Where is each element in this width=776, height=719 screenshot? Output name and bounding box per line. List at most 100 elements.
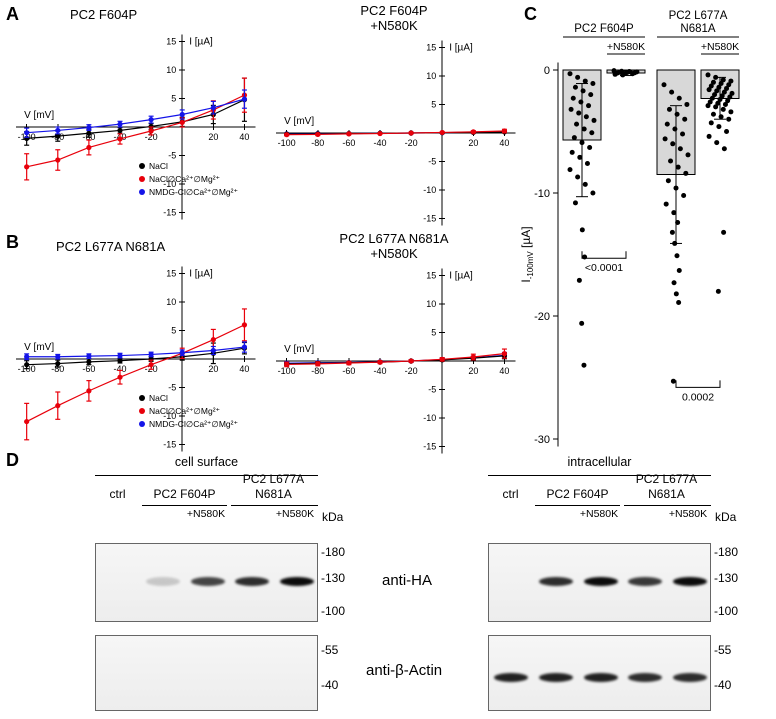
svg-text:-60: -60 <box>342 138 355 148</box>
chart-subtitle-line: +N580K <box>370 18 418 33</box>
wb-band <box>145 577 180 586</box>
y-axis-label: I [µA] <box>189 37 213 48</box>
sub-header-n580k: +N580K <box>701 41 739 53</box>
svg-text:-15: -15 <box>423 213 436 223</box>
wb-band <box>672 577 707 586</box>
svg-text:-5: -5 <box>428 156 436 166</box>
blot-anti-ha <box>95 543 318 622</box>
iv-panel-a-right: PC2 F604P +N580K -100 -80 -60 -40 -20 20 40 -15… <box>268 0 520 237</box>
svg-text:5: 5 <box>171 326 176 336</box>
blot-anti-actin <box>95 635 318 711</box>
kda-label: kDa <box>322 510 344 524</box>
significance-bracket <box>581 251 627 259</box>
svg-text:20: 20 <box>468 138 478 148</box>
svg-text:-5: -5 <box>428 384 436 394</box>
svg-text:10: 10 <box>426 71 436 81</box>
kda-marker: -130 <box>321 571 346 585</box>
wb-band <box>672 673 707 682</box>
svg-text:10: 10 <box>426 299 436 309</box>
lane-label-f604p: PC2 F604P <box>153 487 216 501</box>
svg-text:-15: -15 <box>423 441 436 451</box>
svg-text:-80: -80 <box>51 364 64 374</box>
wb-band <box>628 673 663 682</box>
svg-text:15: 15 <box>166 37 176 47</box>
iv-chart-l677a-n580k: -100 -80 -60 -40 -20 20 40 -15 -10 -5 5 10 15 V [mV] I… <box>268 262 520 465</box>
y-axis-label: I [µA] <box>449 271 473 282</box>
wb-band <box>583 577 618 586</box>
kda-marker: -100 <box>714 604 739 618</box>
panel-label-b: B <box>6 232 19 252</box>
chart-title: PC2 L677A N681A <box>56 239 166 254</box>
wb-band <box>583 673 618 682</box>
svg-text:-40: -40 <box>373 138 386 148</box>
wb-group-intracellular: intracellular ctrl PC2 F604P PC2 L677A N… <box>488 455 758 717</box>
iv-chart-f604p-n580k: -100 -80 -60 -40 -20 20 40 -15 -10 -5 5 10 15 V [mV] I… <box>268 34 520 237</box>
wb-band <box>235 577 270 586</box>
svg-text:-80: -80 <box>311 366 324 376</box>
iv-panel-b-left: PC2 L677A N681A -100 -80 -60 -40 -20 20 40 -15-… <box>8 232 260 463</box>
svg-text:5: 5 <box>431 100 436 110</box>
title-underline <box>488 475 711 476</box>
group-header: PC2 L677A <box>669 10 728 22</box>
lane-group-underline <box>142 505 227 506</box>
y-axis-label: I-100mV [µA] <box>519 226 535 282</box>
x-axis-label: V [mV] <box>24 342 54 353</box>
svg-text:-10: -10 <box>534 188 550 200</box>
wb-band <box>279 577 314 586</box>
blot-anti-ha <box>488 543 711 622</box>
lane-label-l677a-n681a: PC2 L677A N681A <box>229 472 318 502</box>
blot-anti-actin <box>488 635 711 711</box>
svg-text:-20: -20 <box>405 138 418 148</box>
svg-text:10: 10 <box>166 65 176 75</box>
legend: NaCl NaCl∅Ca²⁺∅Mg²⁺ NMDG-Cl∅Ca²⁺∅Mg²⁺ <box>139 393 238 429</box>
significance-label: 0.0002 <box>682 391 714 403</box>
svg-text:NaCl: NaCl <box>149 161 168 171</box>
svg-text:10: 10 <box>166 297 176 307</box>
kda-marker: -40 <box>714 678 732 692</box>
lane-group-underline <box>535 505 620 506</box>
svg-text:NMDG-Cl∅Ca²⁺∅Mg²⁺: NMDG-Cl∅Ca²⁺∅Mg²⁺ <box>149 187 238 197</box>
kda-marker: -100 <box>321 604 346 618</box>
svg-text:-40: -40 <box>373 366 386 376</box>
iv-chart-svg: -100 -80 -60 -40 -20 20 40 -15 -10 -5 5 10 15 V [mV] I… <box>275 40 516 226</box>
svg-text:-30: -30 <box>534 434 550 446</box>
wb-group-cell-surface: cell surface ctrl PC2 F604P PC2 L677A N6… <box>95 455 365 717</box>
y-axis <box>553 62 559 447</box>
kda-marker: -180 <box>714 545 739 559</box>
chart-subtitle-line: +N580K <box>370 246 418 261</box>
iv-panel-b-right: PC2 L677A N681A +N580K -100 -80 -60 -40 -20 2… <box>268 228 520 465</box>
svg-text:-100: -100 <box>278 366 296 376</box>
lane-group-underline <box>231 505 318 506</box>
x-axis-label: V [mV] <box>284 116 314 127</box>
iv-chart-l677a: -100 -80 -60 -40 -20 20 40 -15 -10 -5 5 10 15 V [mV] I… <box>8 260 260 463</box>
chart-title: PC2 F604P <box>70 7 138 22</box>
svg-text:15: 15 <box>426 271 436 281</box>
svg-text:-60: -60 <box>82 364 95 374</box>
svg-text:NaCl: NaCl <box>149 393 168 403</box>
panel-label-d: D <box>6 450 19 470</box>
chart-title: PC2 F604P +N580K <box>268 0 520 34</box>
lane-label-line: N681A <box>255 487 292 501</box>
antibody-label-anti-actin: anti-β-Actin <box>366 662 443 679</box>
chart-title: PC2 L677A N681A +N580K <box>268 228 520 262</box>
lane-label-n580k: +N580K <box>275 508 315 520</box>
lane-label-ctrl: ctrl <box>502 487 519 501</box>
iv-panel-a-left: PC2 F604P -100-80-60-40-202040-15-10-551… <box>8 0 260 231</box>
y-axis-label: I [µA] <box>449 43 473 54</box>
svg-text:40: 40 <box>239 364 249 374</box>
lane-label-n580k: +N580K <box>186 508 226 520</box>
significance-label: <0.0001 <box>585 262 623 274</box>
significance-bracket <box>675 380 721 388</box>
svg-text:-5: -5 <box>168 150 176 160</box>
svg-text:15: 15 <box>166 269 176 279</box>
wb-band <box>538 673 573 682</box>
svg-text:40: 40 <box>499 138 509 148</box>
svg-text:-20: -20 <box>405 366 418 376</box>
svg-text:0: 0 <box>544 65 550 77</box>
wb-group-title: intracellular <box>567 455 632 469</box>
svg-text:-10: -10 <box>423 413 436 423</box>
kda-marker: -130 <box>714 571 739 585</box>
svg-text:-20: -20 <box>534 311 550 323</box>
wb-band <box>628 577 663 586</box>
